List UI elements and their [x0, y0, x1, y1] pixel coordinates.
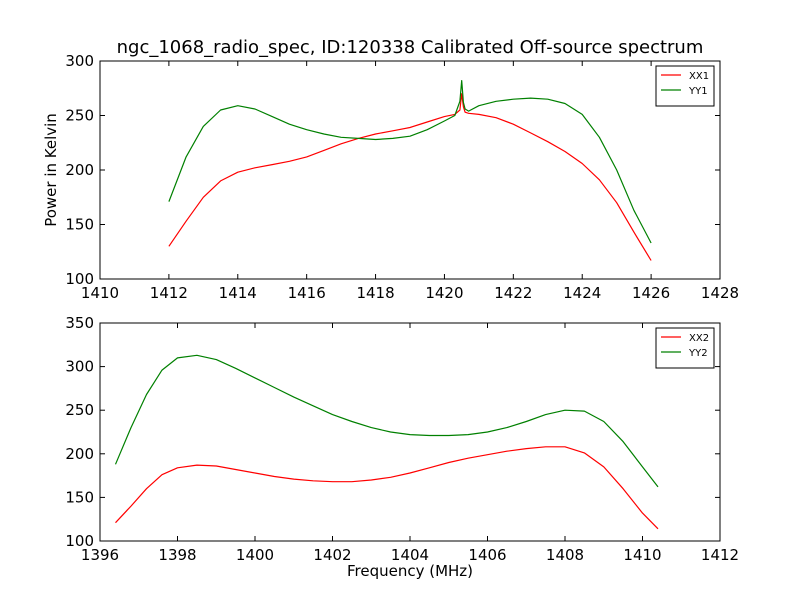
- y-tick-label: 250: [65, 401, 94, 419]
- x-tick-label: 1412: [150, 284, 188, 302]
- legend-label-xx1: XX1: [689, 71, 709, 82]
- x-tick-label: 1396: [81, 546, 119, 564]
- x-tick-label: 1418: [356, 284, 394, 302]
- top-panel: 1410 1412 1414 1416 1418 1420 1422 1424 1426 1428…: [65, 52, 739, 302]
- legend-box: [655, 327, 715, 369]
- series-line-yy2: [114, 354, 659, 488]
- x-tick-label: 1428: [701, 284, 739, 302]
- series-line-xx1: [168, 93, 652, 261]
- y-tick-label: 100: [65, 270, 94, 288]
- legend-label-xx2: XX2: [689, 333, 709, 344]
- x-tick-label: 1404: [391, 546, 429, 564]
- y-tick-label: 300: [65, 358, 94, 376]
- chart-title: ngc_1068_radio_spec, ID:120338 Calibrate…: [117, 37, 704, 58]
- y-tick-label: 200: [65, 445, 94, 463]
- series-line-xx2: [115, 446, 659, 530]
- y-tick-label: 150: [65, 216, 94, 234]
- x-tick-label: 1426: [632, 284, 670, 302]
- x-axis-label: Frequency (MHz): [347, 562, 473, 580]
- y-tick-label: 250: [65, 107, 94, 125]
- x-tick-label: 1412: [701, 546, 739, 564]
- x-tick-label: 1410: [623, 546, 661, 564]
- legend-label-yy1: YY1: [688, 86, 708, 97]
- x-tick-label: 1422: [494, 284, 532, 302]
- y-tick-label: 100: [65, 532, 94, 550]
- x-tick-label: 1416: [288, 284, 326, 302]
- bottom-panel: 1396 1398 1400 1402 1404 1406 1408 1410 1412 100 1…: [65, 314, 739, 564]
- x-tick-label: 1398: [158, 546, 196, 564]
- legend-box: [655, 65, 715, 107]
- y-tick-label: 300: [65, 52, 94, 70]
- x-tick-label: 1406: [468, 546, 506, 564]
- y-tick-label: 350: [65, 314, 94, 332]
- x-tick-label: 1420: [425, 284, 463, 302]
- x-tick-label: 1408: [546, 546, 584, 564]
- x-tick-label: 1410: [81, 284, 119, 302]
- legend-label-yy2: YY2: [688, 348, 708, 359]
- x-tick-label: 1424: [563, 284, 601, 302]
- x-tick-label: 1414: [219, 284, 257, 302]
- y-axis-label: Power in Kelvin: [42, 113, 60, 227]
- series-line-yy1: [168, 79, 652, 244]
- x-tick-label: 1400: [236, 546, 274, 564]
- y-tick-label: 200: [65, 161, 94, 179]
- x-tick-label: 1402: [313, 546, 351, 564]
- y-tick-label: 150: [65, 488, 94, 506]
